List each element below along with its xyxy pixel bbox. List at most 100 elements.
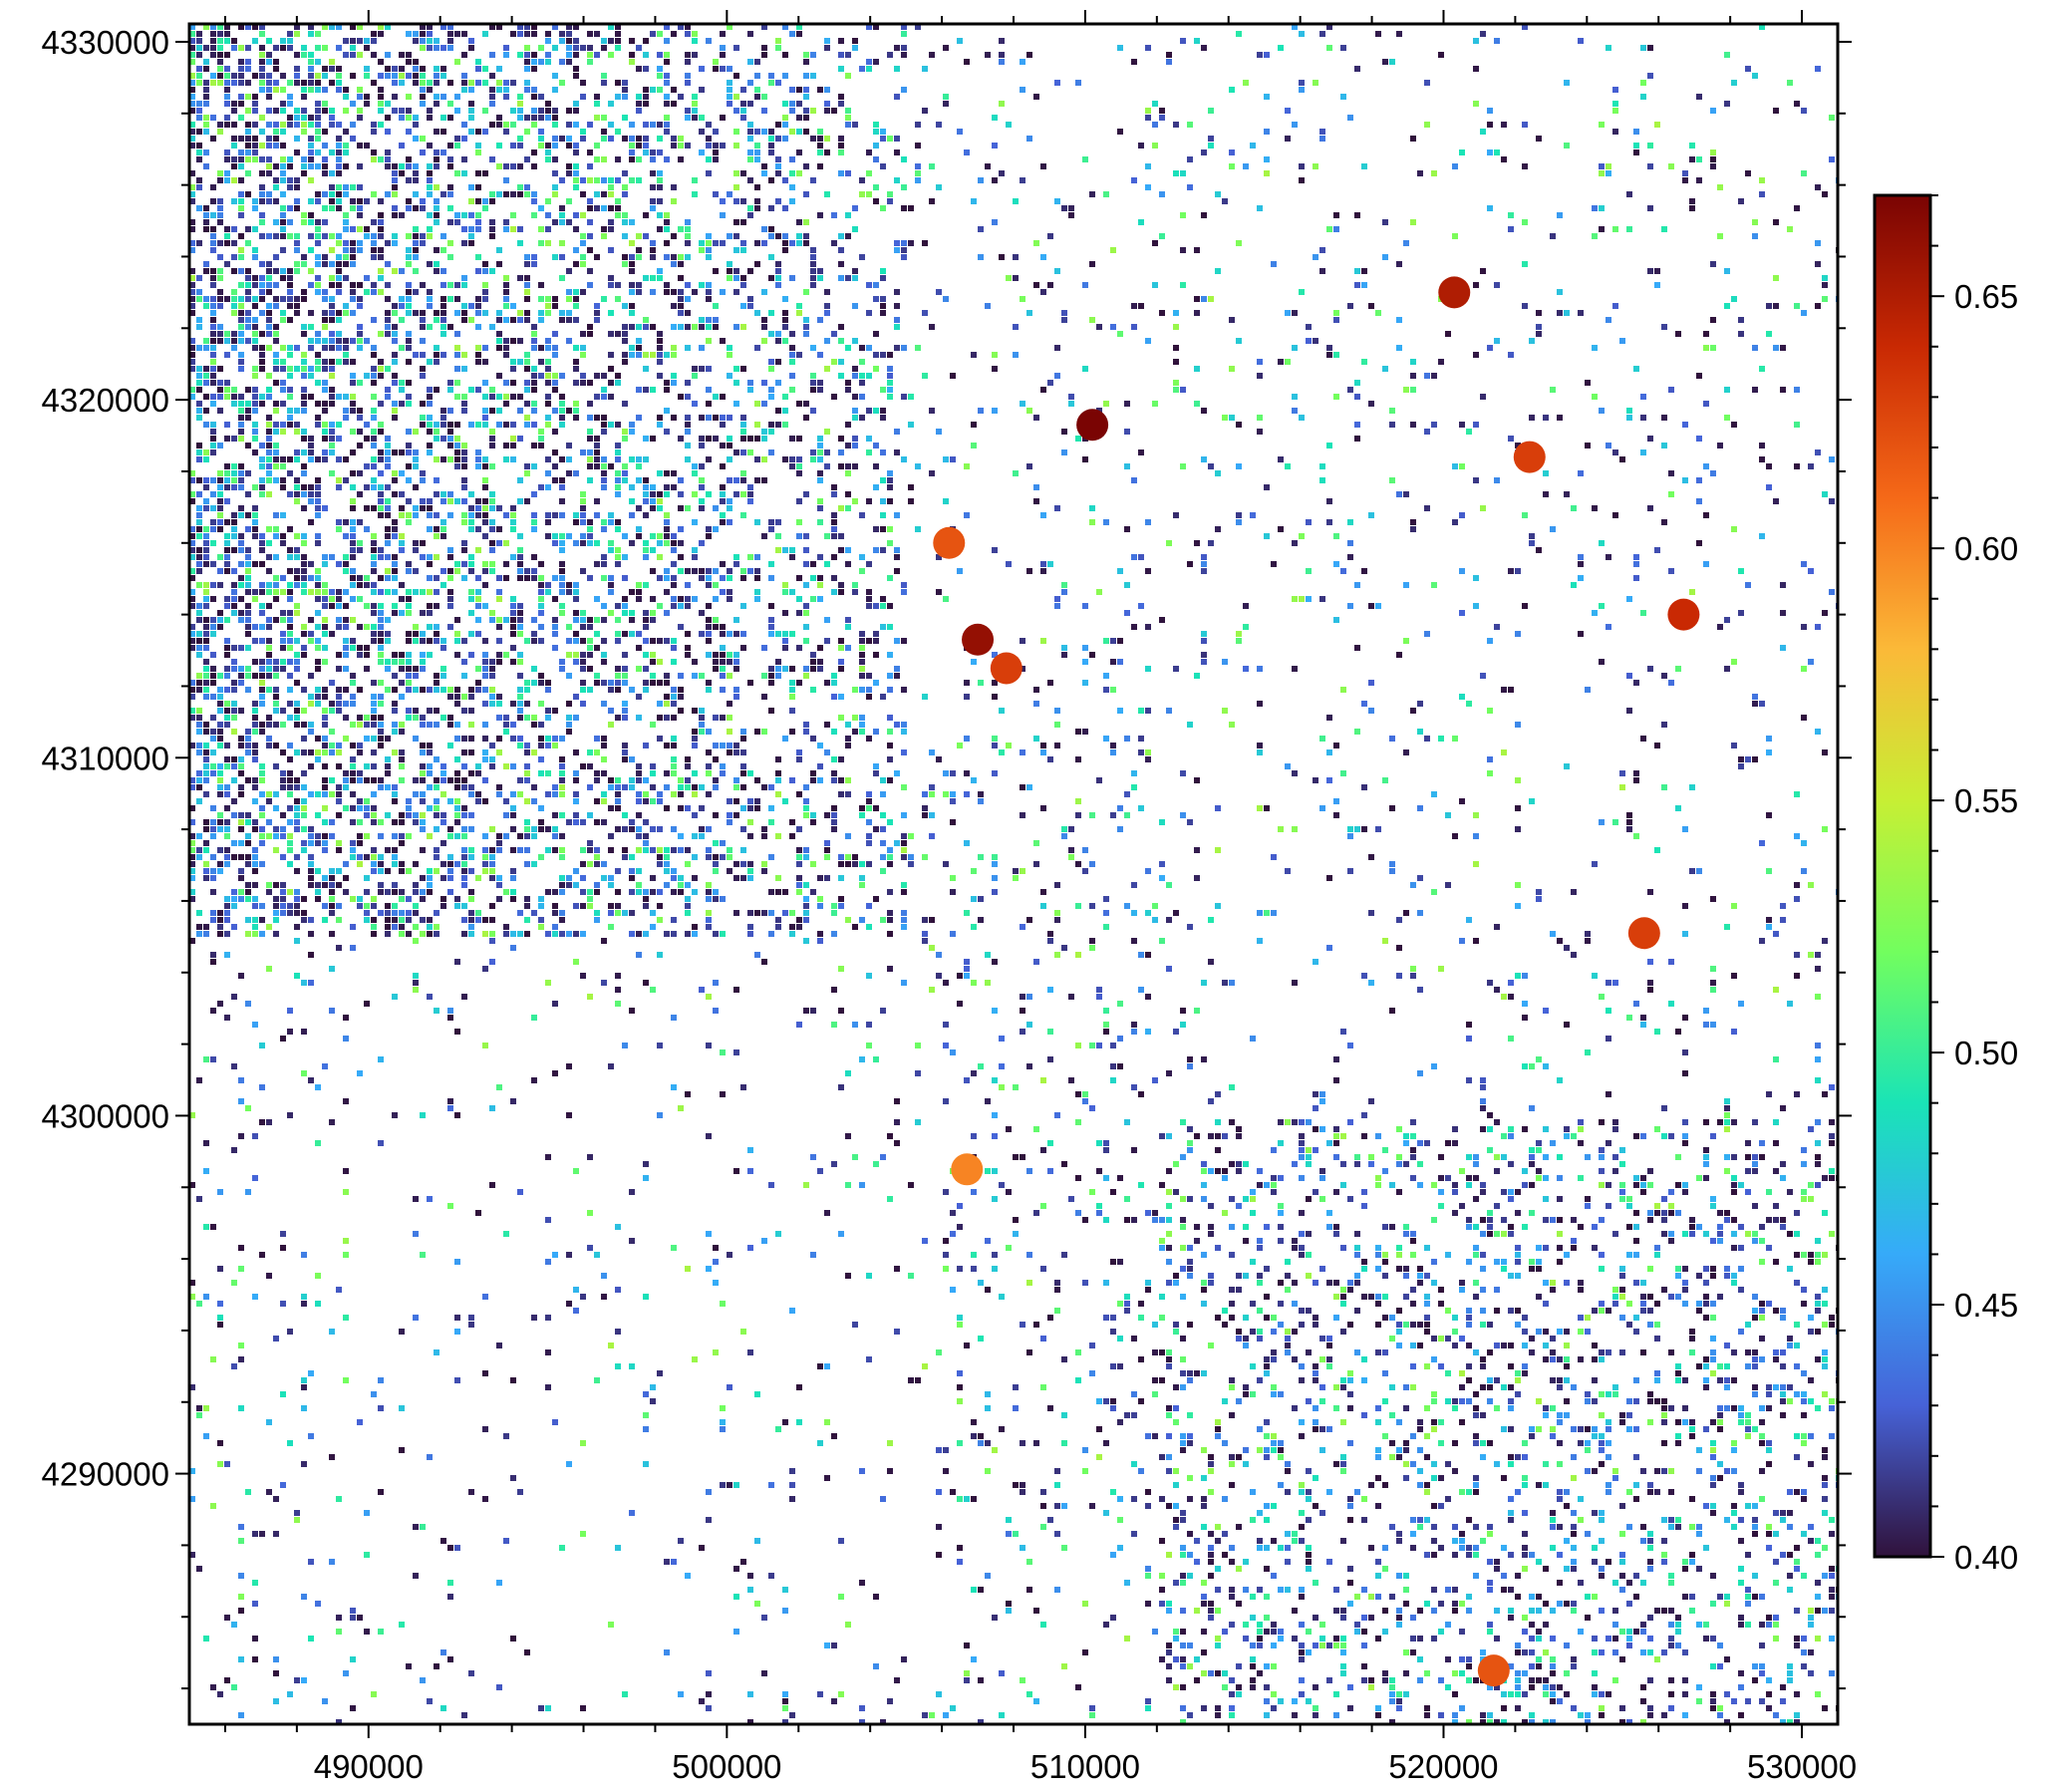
raster-cell — [775, 38, 781, 44]
raster-cell — [503, 226, 509, 232]
raster-cell — [343, 129, 349, 135]
raster-cell — [245, 129, 251, 135]
raster-cell — [775, 170, 781, 176]
raster-cell — [406, 394, 412, 400]
raster-cell — [210, 429, 216, 435]
raster-cell — [1131, 177, 1137, 183]
raster-cell — [329, 205, 335, 211]
raster-cell — [1152, 282, 1158, 288]
raster-cell — [1117, 331, 1123, 337]
raster-cell — [531, 59, 537, 65]
raster-cell — [454, 756, 460, 762]
raster-cell — [280, 401, 286, 407]
raster-cell — [392, 722, 398, 728]
raster-cell — [252, 226, 258, 232]
raster-cell — [343, 715, 349, 721]
raster-cell — [461, 401, 467, 407]
raster-cell — [817, 498, 823, 504]
raster-cell — [371, 568, 377, 574]
raster-cell — [1054, 80, 1060, 86]
raster-cell — [217, 205, 223, 211]
raster-cell — [615, 715, 621, 721]
raster-cell — [796, 149, 802, 155]
raster-cell — [601, 387, 607, 393]
raster-cell — [440, 491, 446, 497]
raster-cell — [1117, 659, 1123, 665]
raster-cell — [357, 687, 363, 693]
raster-cell — [217, 763, 223, 769]
raster-cell — [203, 24, 209, 30]
raster-cell — [789, 373, 795, 379]
raster-cell — [336, 708, 342, 714]
raster-cell — [733, 659, 739, 665]
raster-cell — [343, 617, 349, 623]
raster-cell — [1766, 484, 1772, 490]
raster-cell — [203, 380, 209, 386]
raster-cell — [210, 380, 216, 386]
raster-cell — [273, 184, 279, 190]
raster-cell — [406, 247, 412, 253]
raster-cell — [454, 463, 460, 469]
raster-cell — [420, 136, 426, 142]
raster-cell — [531, 324, 537, 330]
raster-cell — [1145, 184, 1151, 190]
raster-cell — [413, 66, 419, 72]
raster-cell — [566, 122, 572, 128]
raster-cell — [1201, 659, 1207, 665]
raster-cell — [817, 449, 823, 455]
raster-cell — [838, 66, 844, 72]
raster-cell — [845, 422, 851, 428]
raster-cell — [322, 436, 328, 442]
raster-cell — [789, 680, 795, 686]
raster-cell — [259, 589, 265, 595]
raster-cell — [252, 561, 258, 567]
raster-cell — [461, 736, 467, 742]
raster-cell — [615, 666, 621, 672]
raster-cell — [406, 254, 412, 260]
raster-cell — [350, 24, 356, 30]
raster-cell — [636, 101, 642, 107]
raster-cell — [434, 261, 439, 267]
raster-cell — [552, 645, 558, 651]
raster-cell — [427, 743, 433, 748]
raster-cell — [378, 470, 384, 476]
raster-cell — [210, 596, 216, 602]
raster-cell — [1208, 143, 1214, 149]
raster-cell — [1124, 582, 1130, 588]
raster-cell — [322, 694, 328, 700]
raster-cell — [894, 177, 900, 183]
raster-cell — [510, 645, 516, 651]
raster-cell — [643, 680, 649, 686]
raster-cell — [475, 345, 481, 351]
raster-cell — [315, 226, 321, 232]
raster-cell — [475, 526, 481, 532]
raster-cell — [685, 73, 691, 79]
raster-cell — [461, 80, 467, 86]
raster-cell — [427, 24, 433, 30]
raster-cell — [217, 52, 223, 58]
raster-cell — [887, 394, 893, 400]
raster-cell — [775, 631, 781, 637]
raster-cell — [461, 749, 467, 755]
raster-cell — [203, 122, 209, 128]
raster-cell — [392, 310, 398, 316]
raster-cell — [608, 380, 614, 386]
raster-cell — [1592, 345, 1598, 351]
raster-cell — [329, 749, 335, 755]
raster-cell — [329, 596, 335, 602]
raster-cell — [713, 59, 719, 65]
raster-cell — [336, 422, 342, 428]
raster-cell — [1333, 394, 1339, 400]
raster-cell — [685, 310, 691, 316]
raster-cell — [873, 282, 879, 288]
raster-cell — [1306, 568, 1312, 574]
raster-cell — [545, 143, 551, 149]
raster-cell — [1173, 324, 1179, 330]
raster-cell — [224, 540, 230, 546]
raster-cell — [440, 247, 446, 253]
raster-cell — [308, 73, 314, 79]
raster-cell — [1166, 540, 1172, 546]
raster-cell — [420, 317, 426, 323]
raster-cell — [301, 296, 307, 302]
raster-cell — [517, 498, 523, 504]
